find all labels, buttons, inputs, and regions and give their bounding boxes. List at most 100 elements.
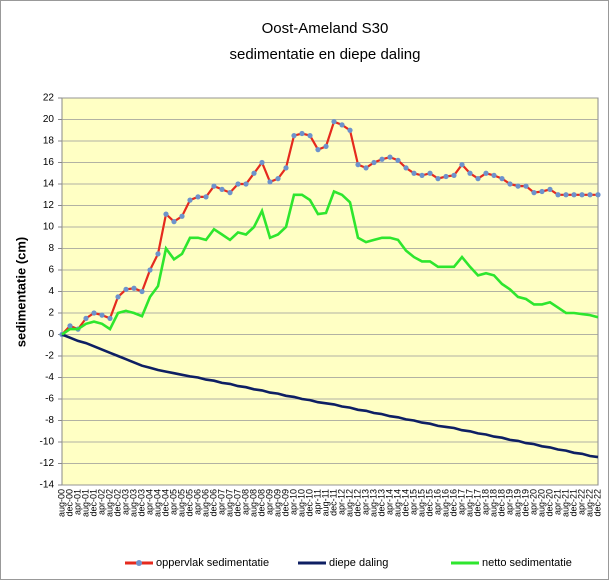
data-point (347, 127, 353, 133)
data-point (299, 130, 305, 137)
x-tick-label: apr-08 (240, 489, 250, 515)
x-tick-label: aug-18 (488, 489, 498, 517)
data-point (395, 157, 401, 163)
data-point (307, 133, 313, 139)
x-tick-label: dec-12 (352, 489, 362, 517)
chart-title: Oost-Ameland S30 (262, 20, 389, 37)
x-tick-label: apr-15 (408, 489, 418, 515)
x-tick-label: aug-12 (344, 489, 354, 517)
data-point (491, 172, 497, 178)
data-point (379, 156, 385, 162)
data-point (283, 165, 289, 171)
data-point (171, 219, 177, 225)
x-tick-label: dec-14 (400, 489, 410, 517)
x-tick-label: apr-13 (360, 489, 370, 515)
data-point (139, 288, 145, 295)
x-tick-label: apr-16 (432, 489, 442, 515)
data-point (203, 194, 209, 200)
x-tick-label: apr-05 (168, 489, 178, 515)
data-point (443, 173, 449, 180)
x-tick-label: apr-09 (264, 489, 274, 515)
data-point (387, 154, 393, 160)
x-tick-label: apr-19 (504, 489, 514, 515)
data-point (331, 119, 337, 125)
data-point (323, 143, 329, 149)
x-tick-label: aug-00 (56, 489, 66, 517)
x-tick-label: dec-02 (112, 489, 122, 517)
data-point (547, 186, 553, 192)
data-point (411, 170, 417, 176)
x-tick-label: aug-13 (368, 489, 378, 517)
data-point (571, 192, 577, 198)
data-point (515, 183, 521, 189)
data-point (523, 183, 529, 189)
x-tick-label: dec-04 (160, 489, 170, 517)
x-tick-label: dec-06 (208, 489, 218, 517)
data-point (459, 162, 465, 168)
y-tick-label: 2 (48, 308, 54, 319)
x-tick-label: dec-11 (328, 489, 338, 516)
y-tick-label: -2 (45, 351, 54, 362)
y-tick-label: 4 (48, 286, 54, 297)
data-point (419, 172, 425, 178)
series-line (61, 189, 599, 336)
x-tick-label: apr-02 (96, 489, 106, 515)
data-point (155, 251, 161, 257)
y-tick-label: 6 (48, 265, 54, 276)
data-point (243, 181, 249, 187)
x-tick-label: dec-01 (88, 489, 98, 517)
data-point (267, 179, 273, 185)
data-point (467, 170, 473, 176)
data-point (195, 194, 201, 200)
y-tick-label: 12 (43, 200, 55, 211)
x-tick-label: aug-03 (128, 489, 138, 517)
x-tick-label: dec-17 (472, 489, 482, 517)
x-tick-label: aug-22 (584, 489, 594, 517)
y-tick-label: -4 (45, 372, 54, 383)
y-tick-label: 14 (43, 179, 55, 190)
data-point (435, 176, 441, 182)
data-point (291, 133, 297, 139)
x-tick-label: apr-17 (456, 489, 466, 515)
data-point (163, 211, 169, 217)
data-point (363, 165, 369, 171)
data-point (371, 159, 377, 166)
x-tick-label: aug-08 (248, 489, 258, 517)
data-point (187, 197, 193, 203)
x-tick-label: apr-18 (480, 489, 490, 515)
x-tick-label: aug-20 (536, 489, 546, 517)
y-tick-label: 0 (48, 329, 54, 340)
x-tick-label: dec-22 (592, 489, 602, 517)
x-tick-label: apr-11 (312, 489, 322, 514)
x-tick-label: dec-03 (136, 489, 146, 517)
x-tick-label: aug-21 (560, 489, 570, 517)
x-tick-label: dec-10 (304, 489, 314, 517)
x-tick-label: aug-02 (104, 489, 114, 517)
data-point (99, 312, 105, 318)
y-tick-label: -6 (45, 394, 54, 405)
y-tick-label: -12 (40, 458, 55, 469)
x-tick-label: aug-01 (80, 489, 90, 517)
x-tick-label: aug-07 (224, 489, 234, 517)
x-tick-label: dec-13 (376, 489, 386, 517)
data-point (91, 310, 97, 316)
data-point (587, 192, 593, 198)
x-tick-label: dec-19 (520, 489, 530, 517)
data-point (123, 286, 129, 292)
x-tick-label: aug-05 (176, 489, 186, 517)
y-tick-label: 8 (48, 243, 54, 254)
legend-marker (136, 560, 142, 566)
data-point (539, 188, 545, 195)
data-point (67, 323, 73, 329)
legend-label: netto sedimentatie (482, 557, 572, 569)
data-point (315, 147, 321, 153)
y-axis-label: sedimentatie (cm) (13, 237, 28, 348)
x-tick-label: aug-09 (272, 489, 282, 517)
x-tick-label: dec-16 (448, 489, 458, 517)
x-tick-label: dec-15 (424, 489, 434, 517)
x-tick-label: apr-21 (552, 489, 562, 515)
x-tick-label: aug-14 (392, 489, 402, 517)
data-point (339, 122, 345, 128)
x-tick-label: dec-09 (280, 489, 290, 517)
data-point (483, 170, 489, 176)
